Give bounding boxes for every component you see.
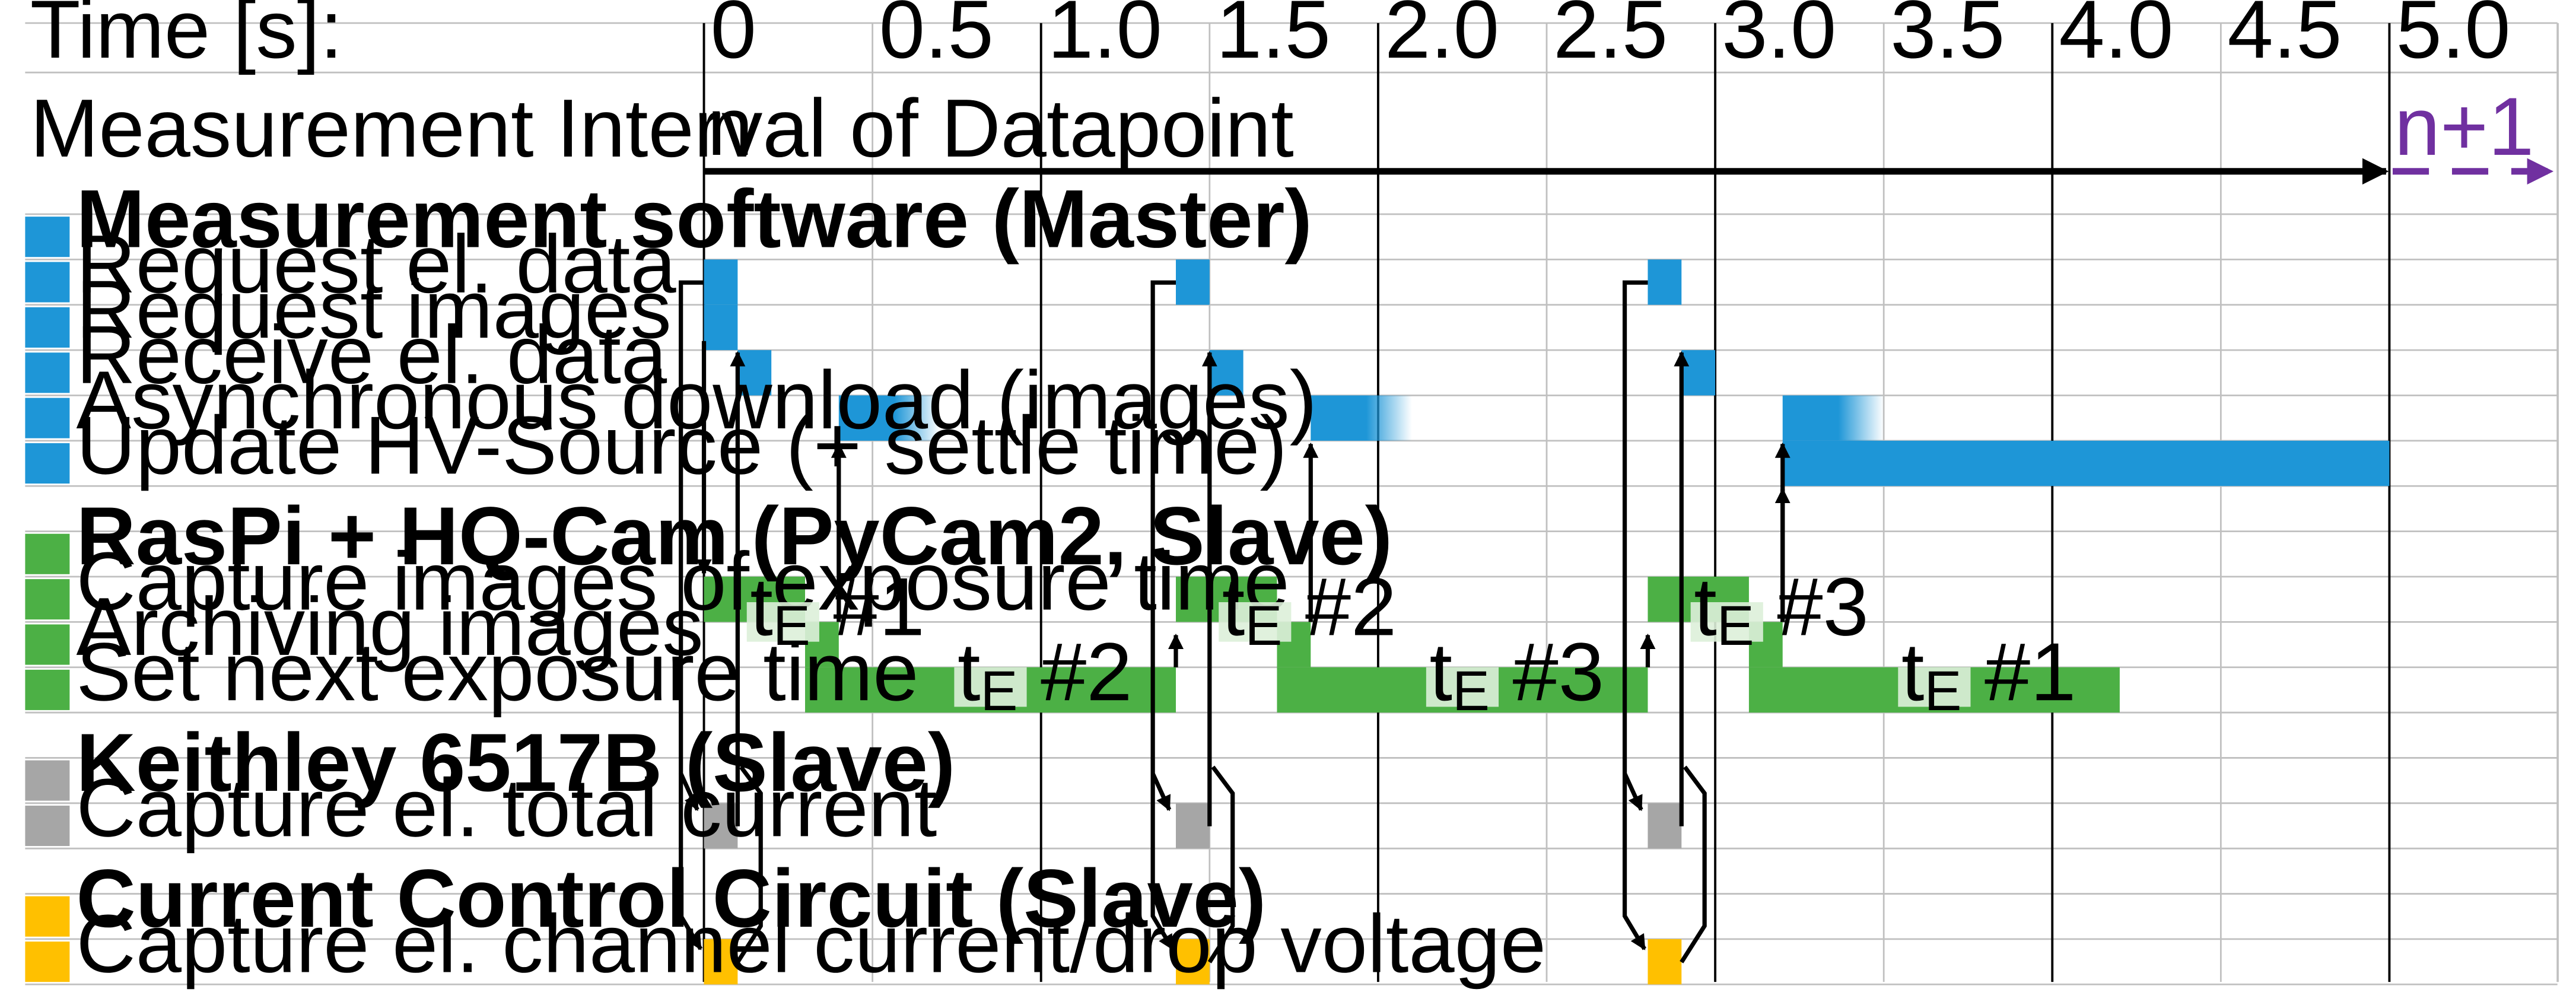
group-title: Measurement software (Master) [76,173,1312,265]
exposure-badge-text: tE #3 [1429,626,1604,723]
exposure-badge-text: tE #2 [958,626,1133,723]
exposure-badge-text: tE #1 [750,561,925,658]
group-swatch [25,942,70,982]
interval-label: Measurement Interval of Datapoint [30,82,1294,174]
row-label: Request images [76,263,671,355]
capture-exposure-label: tE #2 [1219,561,1397,658]
group-title: Current Control Circuit (Slave) [76,853,1266,944]
exposure-badge-bg [746,602,819,642]
tick-label: 1.5 [1216,0,1331,75]
trigger-keithley-arrow [1150,280,1176,812]
row-label: Archiving images [76,581,703,673]
exposure-badge-bg [1219,602,1292,642]
group-swatch [25,307,70,348]
capture-exposure-label: tE #3 [1690,561,1869,658]
trigger-circuit-arrow [1622,773,1646,950]
exposure-badge-text: tE #1 [1901,626,2076,723]
row-label: Capture el. channel current/drop voltage [76,898,1546,990]
async-download-bar [838,395,940,441]
return-circuit-arrow [736,765,763,963]
hv-update-bar [1782,440,2390,486]
tick-label: 3.0 [1722,0,1836,75]
tick-label: 2.5 [1553,0,1668,75]
group-swatch [25,624,70,665]
capture-total-current-bar [704,803,738,849]
capture-total-current-bar [1175,803,1210,849]
exposure-badge-bg [1690,602,1763,642]
receive-el-data-bar [1681,350,1716,396]
group-swatch [25,579,70,620]
row-label: Capture images of exposure time [76,536,1289,628]
capture-channel-current-bar [1175,939,1210,985]
group-swatch [25,669,70,710]
async-download-bar [1782,395,1884,441]
group-title: Keithley 6517B (Slave) [76,717,955,809]
capture-exposure-label: tE #1 [746,561,925,658]
exposure-badge-bg [1426,667,1499,707]
group-swatch [25,896,70,937]
group-swatch [25,443,70,484]
group-title: RasPi + HQ-Cam (PyCam2, Slave) [76,490,1392,582]
interval-next-label: n+1 [2394,81,2534,173]
group-swatch [25,533,70,574]
row-label: Request el. data [76,218,676,310]
trigger-circuit-arrow [1150,773,1175,950]
tick-label: 0.5 [879,0,994,75]
tick-label: 5.0 [2396,0,2511,75]
tick-label: 0 [711,0,756,75]
row-label: Receive el. data [76,309,667,401]
request-el-data-bar [704,259,738,305]
return-circuit-arrow [1207,765,1235,963]
trigger-keithley-arrow [1622,280,1648,812]
tick-label: 4.0 [2059,0,2173,75]
group-swatch [25,397,70,438]
next-exposure-label: tE #1 [1898,626,2076,723]
request-el-data-bar [1175,259,1210,305]
row-label: Asynchronous download (images) [76,354,1316,446]
row-label: Update HV-Source (+ settle time) [76,399,1287,491]
group-swatch [25,262,70,303]
capture-channel-current-bar [1648,939,1682,985]
interval-start-label: n [707,81,753,173]
exposure-badge-bg [954,667,1027,707]
exposure-badge-text: tE #2 [1222,561,1397,658]
exposure-labels: tE #1 tE #2 tE #2 tE #3 tE #3 tE #1 [746,561,2076,723]
time-ticks: 0 0.5 1.0 1.5 2.0 2.5 3.0 3.5 4.0 4.5 5.0 [711,0,2511,75]
group-swatch [25,352,70,393]
next-exposure-label: tE #2 [954,626,1133,723]
request-el-data-bar [1648,259,1682,305]
trigger-keithley-arrow [679,280,704,812]
trigger-circuit-arrow [679,773,703,950]
capture-total-current-bar [1648,803,1682,849]
request-images-bar [704,304,738,351]
async-download-bar [1311,395,1412,441]
exposure-badge-text: tE #3 [1694,561,1869,658]
tick-label: 3.5 [1890,0,2005,75]
tick-label: 2.0 [1385,0,1499,75]
tick-label: 1.0 [1048,0,1162,75]
capture-channel-current-bar [704,939,738,985]
return-circuit-arrow [1680,765,1707,963]
group-swatch [25,217,70,257]
row-label: Capture el. total current [76,762,937,854]
group-swatch [25,760,70,801]
row-labels: Measurement software (Master)Request el.… [25,173,1546,990]
next-exposure-label: tE #3 [1426,626,1604,723]
group-swatch [25,805,70,847]
exposure-badge-bg [1898,667,1971,707]
time-axis-label: Time [s]: [30,0,343,75]
signal-arrows [679,280,1791,963]
tick-label: 4.5 [2227,0,2342,75]
